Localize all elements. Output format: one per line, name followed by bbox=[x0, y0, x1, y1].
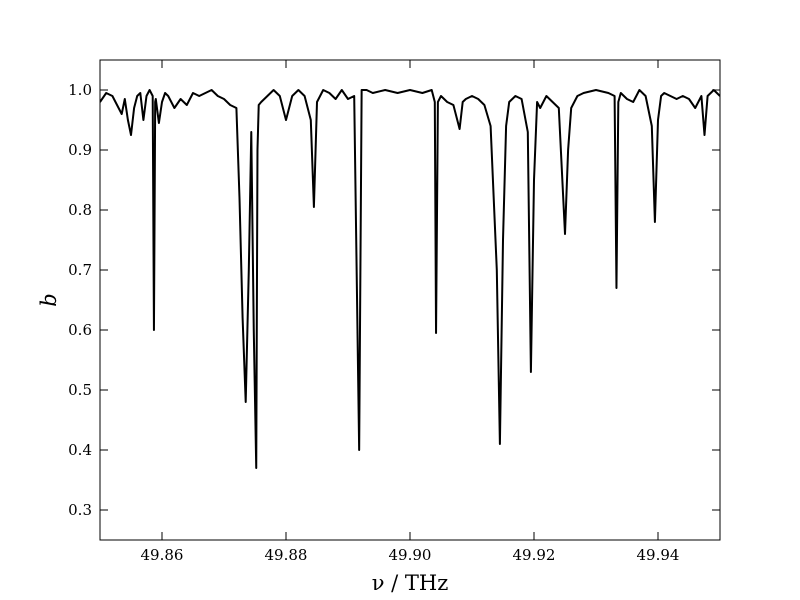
y-tick-label: 0.4 bbox=[68, 441, 92, 459]
y-tick-label: 0.7 bbox=[68, 261, 92, 279]
series-line-0 bbox=[100, 89, 720, 469]
x-axis-label: ν / THz bbox=[372, 571, 449, 595]
y-tick-label: 0.6 bbox=[68, 321, 92, 339]
ticks: 49.86 49.88 49.90 49.92 49.94 0.3 0.4 0.5 0.6 0.7… bbox=[68, 60, 720, 564]
y-tick-label: 1.0 bbox=[68, 81, 92, 99]
x-tick-label: 49.90 bbox=[389, 546, 432, 564]
plot-frame bbox=[99, 59, 721, 541]
x-tick-label: 49.86 bbox=[141, 546, 184, 564]
x-tick-label: 49.94 bbox=[637, 546, 680, 564]
x-tick-label: 49.92 bbox=[513, 546, 556, 564]
x-tick-label: 49.88 bbox=[265, 546, 308, 564]
series-layer bbox=[100, 89, 720, 469]
y-axis-label: b bbox=[37, 293, 61, 306]
y-tick-label: 0.9 bbox=[68, 141, 92, 159]
y-tick-label: 0.3 bbox=[68, 501, 92, 519]
y-tick-label: 0.8 bbox=[68, 201, 92, 219]
y-tick-label: 0.5 bbox=[68, 381, 92, 399]
